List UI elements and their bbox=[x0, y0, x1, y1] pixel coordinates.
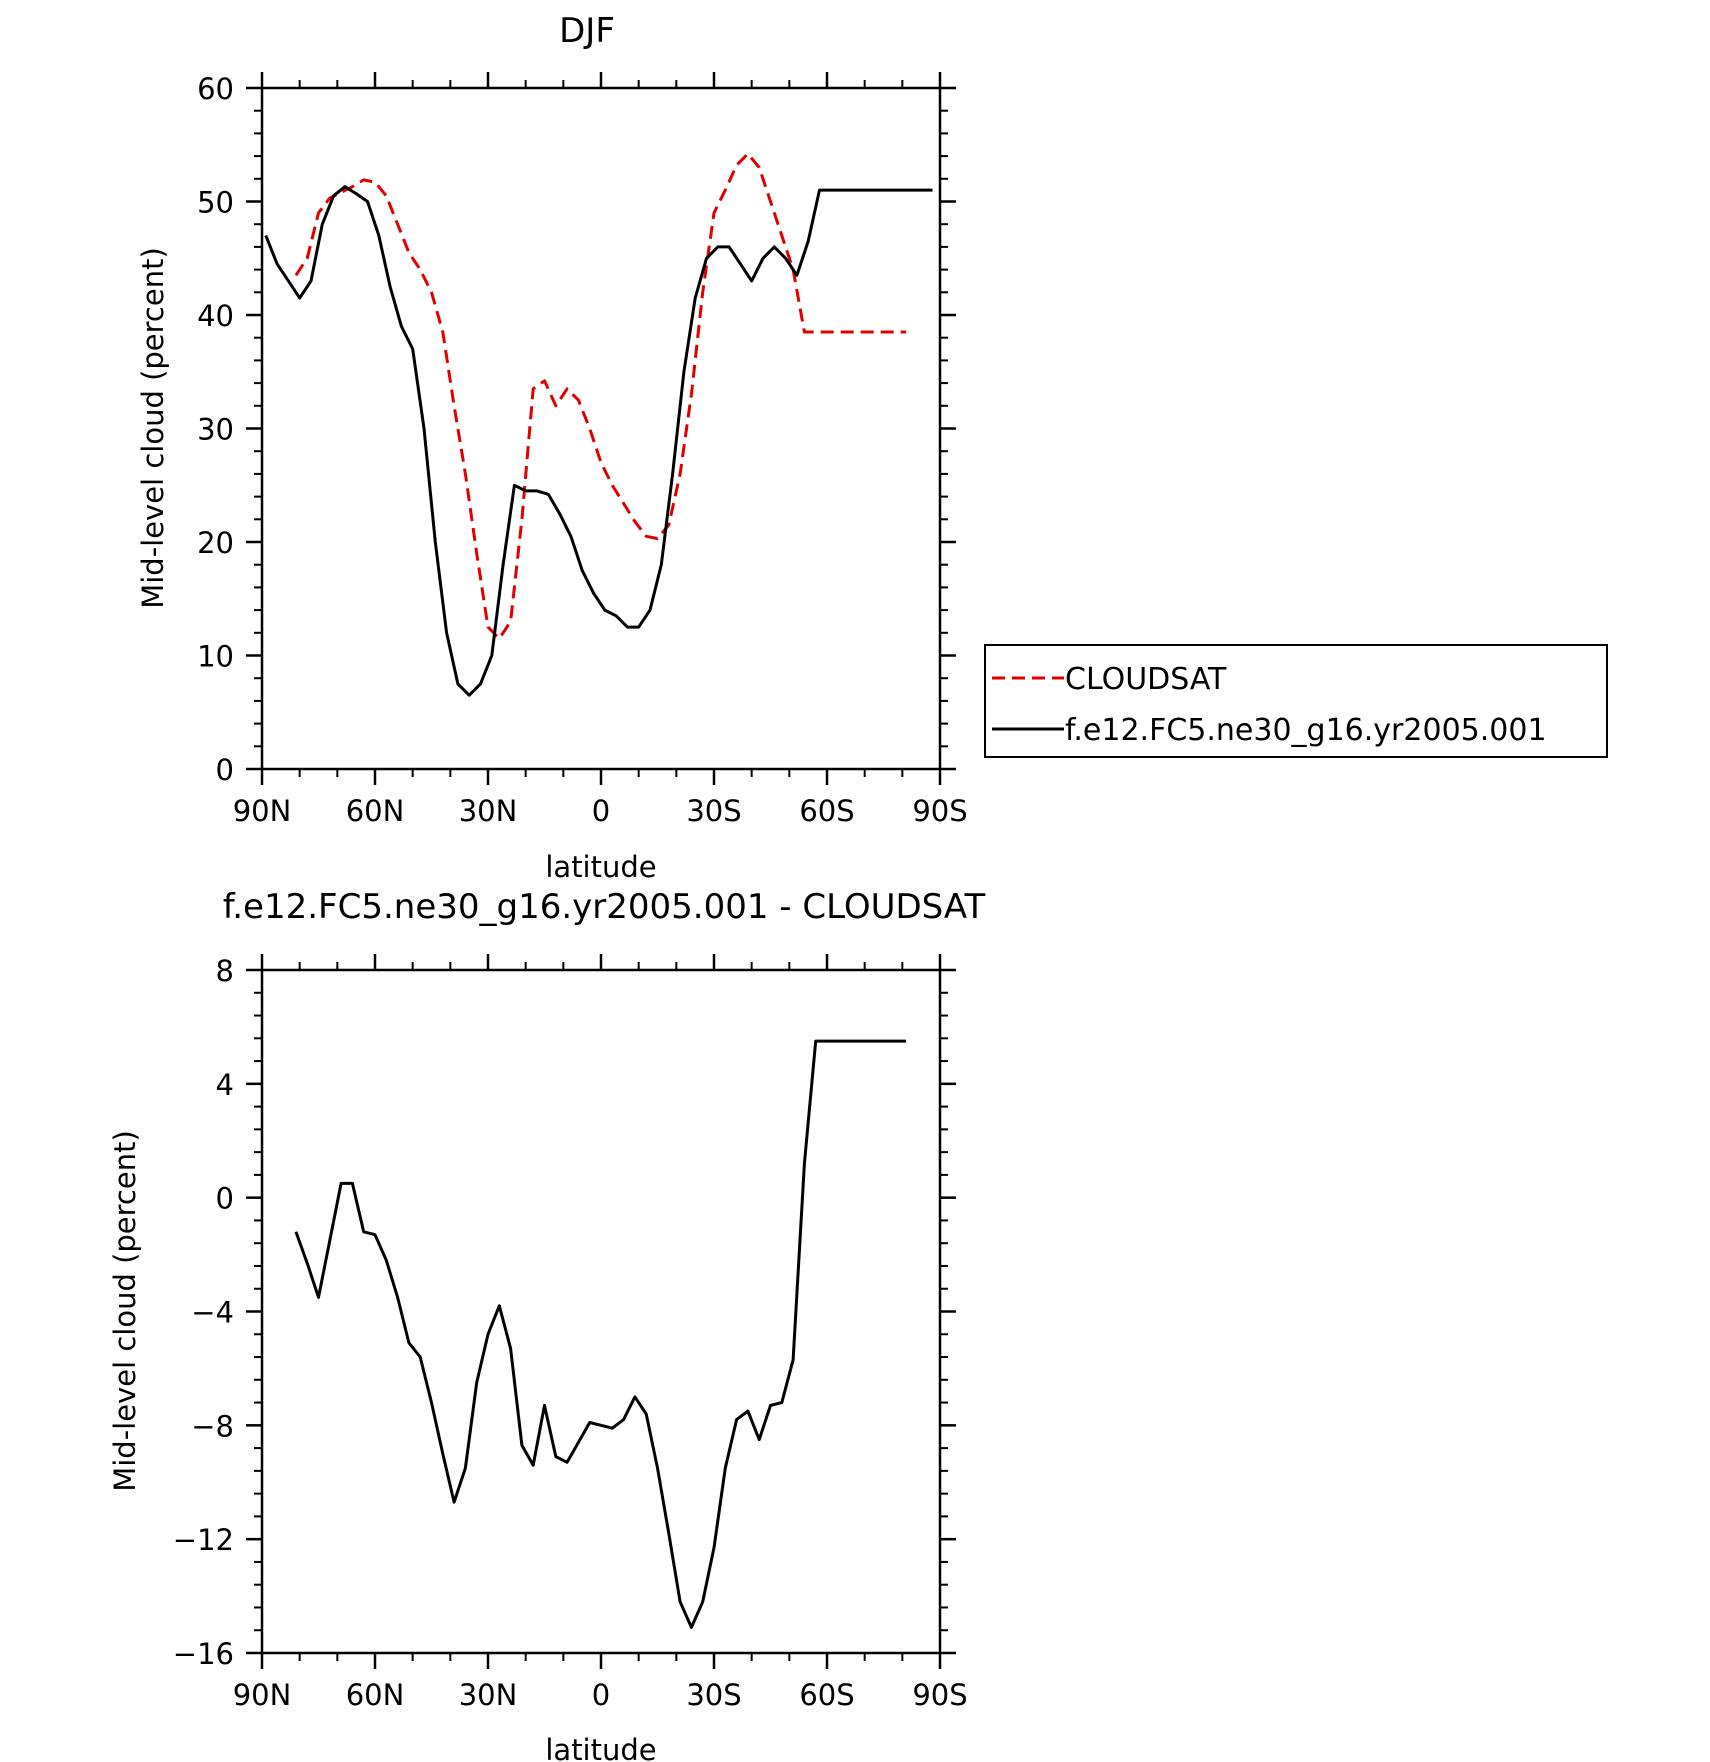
top-axis-ticks: 90N 60N 30N 0 30S 60S 90S 0 10 20 30 40 50 60 bbox=[197, 72, 968, 828]
x-tick-label: 30N bbox=[459, 1678, 518, 1712]
bottom-chart-title: f.e12.FC5.ne30_g16.yr2005.001 - CLOUDSAT bbox=[223, 887, 986, 927]
y-tick-label: −4 bbox=[191, 1296, 234, 1330]
bottom-y-axis-label: Mid-level cloud (percent) bbox=[108, 1130, 142, 1492]
x-tick-label: 90N bbox=[233, 794, 292, 828]
y-tick-label: 20 bbox=[197, 526, 234, 560]
top-chart-title: DJF bbox=[559, 11, 615, 51]
y-tick-label: 30 bbox=[197, 413, 234, 447]
bottom-x-axis-label: latitude bbox=[545, 1733, 656, 1762]
bottom-axis-ticks: 90N 60N 30N 0 30S 60S 90S −16 −12 −8 −4 0 4 8 bbox=[173, 954, 968, 1712]
bottom-series-lines bbox=[294, 1039, 907, 1629]
top-series-lines bbox=[264, 152, 933, 697]
x-tick-label: 90S bbox=[912, 1678, 967, 1712]
top-series-line-1 bbox=[264, 185, 933, 697]
x-tick-label: 60S bbox=[799, 794, 854, 828]
top-series-line-0 bbox=[294, 152, 907, 640]
legend: CLOUDSAT f.e12.FC5.ne30_g16.yr2005.001 bbox=[984, 644, 1608, 758]
y-tick-label: 40 bbox=[197, 299, 234, 333]
y-tick-label: −12 bbox=[173, 1523, 234, 1557]
x-tick-label: 90N bbox=[233, 1678, 292, 1712]
legend-label-cloudsat: CLOUDSAT bbox=[1065, 662, 1227, 697]
x-tick-label: 0 bbox=[592, 1678, 610, 1712]
bottom-series-line-0 bbox=[294, 1039, 907, 1629]
x-tick-label: 0 bbox=[592, 794, 610, 828]
top-y-axis-label: Mid-level cloud (percent) bbox=[136, 247, 170, 609]
bottom-plot-frame bbox=[260, 968, 942, 1655]
legend-label-model: f.e12.FC5.ne30_g16.yr2005.001 bbox=[1065, 713, 1547, 748]
y-tick-label: 10 bbox=[197, 640, 234, 674]
x-tick-label: 30S bbox=[686, 1678, 741, 1712]
bottom-panel: f.e12.FC5.ne30_g16.yr2005.001 - CLOUDSAT… bbox=[108, 887, 985, 1762]
x-tick-label: 90S bbox=[912, 794, 967, 828]
top-panel: DJF 90N 60N 30N 0 30S 60S 90S 0 10 20 30 40 50 60 lat… bbox=[136, 11, 968, 884]
y-tick-label: 8 bbox=[216, 954, 234, 988]
y-tick-label: 50 bbox=[197, 186, 234, 220]
top-x-axis-label: latitude bbox=[545, 850, 656, 884]
x-tick-label: 60N bbox=[346, 794, 405, 828]
y-tick-label: 60 bbox=[197, 72, 234, 106]
x-tick-label: 60N bbox=[346, 1678, 405, 1712]
y-tick-label: 0 bbox=[216, 753, 234, 787]
x-tick-label: 60S bbox=[799, 1678, 854, 1712]
y-tick-label: −8 bbox=[191, 1409, 234, 1443]
y-tick-label: 0 bbox=[216, 1182, 234, 1216]
x-tick-label: 30N bbox=[459, 794, 518, 828]
x-tick-label: 30S bbox=[686, 794, 741, 828]
y-tick-label: 4 bbox=[216, 1068, 234, 1102]
y-tick-label: −16 bbox=[173, 1637, 234, 1671]
legend-box bbox=[984, 644, 1608, 758]
